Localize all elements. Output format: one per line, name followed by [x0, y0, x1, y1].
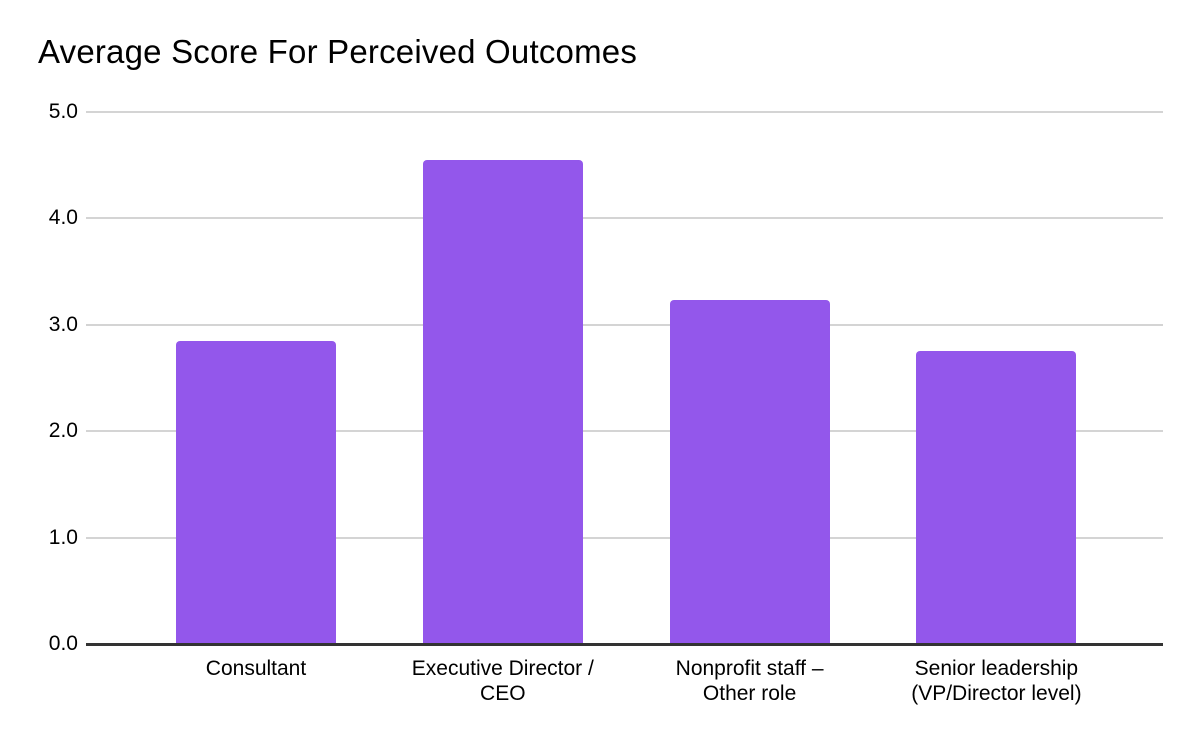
x-category-label-2: Executive Director / CEO [411, 657, 594, 705]
bar-2 [422, 159, 583, 644]
gridline-3.0 [86, 323, 1163, 326]
x-category-label-1: Consultant [205, 657, 307, 680]
y-tick-label-4.0: 4.0 [48, 206, 78, 230]
chart-title: Average Score For Perceived Outcomes [38, 33, 638, 70]
y-tick-label-3.0: 3.0 [48, 312, 78, 336]
y-tick-label-2.0: 2.0 [48, 419, 78, 443]
y-tick-label-5.0: 5.0 [48, 100, 78, 123]
y-tick-label-1.0: 1.0 [48, 525, 78, 549]
gridline-2.0 [86, 430, 1163, 433]
bar-3 [669, 300, 830, 644]
x-category-label-3: Nonprofit staff – Other role [675, 657, 824, 705]
x-axis-line [86, 642, 1163, 646]
gridline-5.0 [86, 111, 1163, 113]
x-category-label-4: Senior leadership (VP/Director level) [911, 657, 1082, 705]
y-tick-label-0.0: 0.0 [48, 632, 78, 655]
bar-1 [176, 340, 336, 644]
bar-4 [916, 351, 1077, 644]
gridline-1.0 [86, 536, 1163, 539]
gridline-4.0 [86, 217, 1163, 220]
